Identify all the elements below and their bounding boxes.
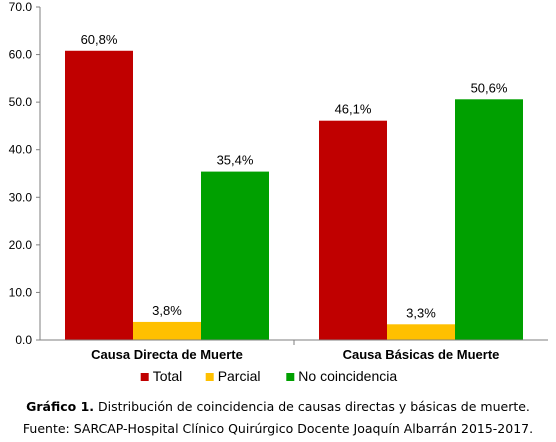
legend: Total Parcial No coincidencia bbox=[140, 368, 397, 384]
data-label: 3,8% bbox=[152, 303, 182, 318]
legend-swatch bbox=[286, 373, 295, 381]
bar-no-coincidencia bbox=[455, 99, 523, 340]
bars: 60,8% 3,8% 35,4% 46,1% 3,3% 50,6% bbox=[65, 32, 523, 341]
y-tick-label: 0.0 bbox=[15, 333, 32, 347]
data-label: 46,1% bbox=[335, 102, 372, 117]
caption-text: Distribución de coincidencia de causas d… bbox=[94, 399, 530, 414]
figure-source: Fuente: SARCAP-Hospital Clínico Quirúrgi… bbox=[22, 421, 534, 436]
x-axis: Causa Directa de Muerte Causa Básicas de … bbox=[40, 339, 548, 362]
y-tick-label: 70.0 bbox=[9, 0, 33, 14]
legend-swatch bbox=[140, 373, 149, 381]
legend-label: Parcial bbox=[218, 368, 261, 384]
legend-label: Total bbox=[153, 368, 183, 384]
bar-parcial bbox=[387, 324, 455, 340]
x-tick-label: Causa Directa de Muerte bbox=[91, 347, 243, 362]
y-axis: 0.0 10.0 20.0 30.0 40.0 50.0 60.0 70.0 bbox=[9, 0, 41, 347]
y-tick-label: 30.0 bbox=[9, 190, 33, 204]
y-tick-label: 50.0 bbox=[9, 95, 33, 109]
y-tick-label: 20.0 bbox=[9, 238, 33, 252]
data-label: 3,3% bbox=[406, 305, 436, 320]
y-tick-label: 40.0 bbox=[9, 143, 33, 157]
bar-total bbox=[319, 120, 387, 341]
legend-swatch bbox=[205, 373, 214, 381]
y-tick-label: 60.0 bbox=[9, 48, 33, 62]
bar-chart: 0.0 10.0 20.0 30.0 40.0 50.0 60.0 70.0 60,8% 3,8… bbox=[9, 0, 548, 384]
bar-no-coincidencia bbox=[201, 171, 269, 340]
data-label: 35,4% bbox=[217, 153, 254, 168]
y-tick-label: 10.0 bbox=[9, 285, 33, 299]
bar-total bbox=[65, 50, 133, 340]
x-tick-label: Causa Básicas de Muerte bbox=[343, 347, 500, 362]
data-label: 50,6% bbox=[471, 80, 508, 95]
legend-label: No coincidencia bbox=[298, 368, 397, 384]
bar-parcial bbox=[133, 321, 201, 340]
figure-caption: Gráfico 1. Distribución de coincidencia … bbox=[0, 399, 556, 414]
caption-label: Gráfico 1. bbox=[26, 399, 95, 414]
data-label: 60,8% bbox=[81, 32, 118, 47]
